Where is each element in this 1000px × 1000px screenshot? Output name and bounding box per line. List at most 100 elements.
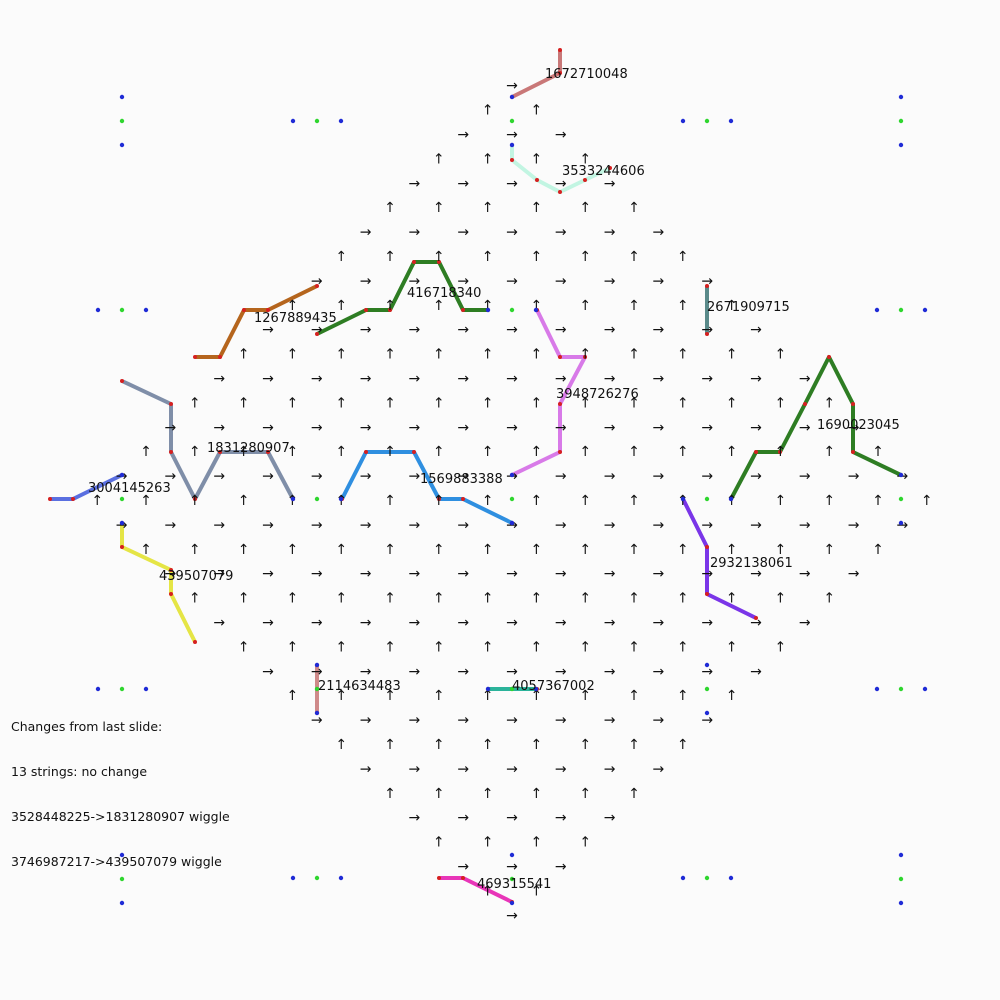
arrow-right-icon: → (457, 371, 469, 387)
arrow-right-icon: → (409, 420, 421, 436)
string-node-dot (558, 190, 562, 194)
arrow-right-icon: → (213, 615, 225, 631)
arrow-up-icon: ↑ (677, 298, 689, 314)
arrow-right-icon: → (360, 371, 372, 387)
arrow-up-icon: ↑ (628, 786, 640, 802)
arrow-up-icon: ↑ (823, 542, 835, 558)
string-path (340, 450, 513, 525)
arrow-right-icon: → (750, 517, 762, 533)
arrow-right-icon: → (555, 322, 567, 338)
arrow-up-icon: ↑ (726, 591, 738, 607)
lattice-dot (509, 876, 515, 882)
lattice-dot (290, 875, 296, 881)
arrow-up-icon: ↑ (726, 688, 738, 704)
lattice-dot (314, 118, 320, 124)
arrow-up-icon: ↑ (482, 591, 494, 607)
arrow-right-icon: → (653, 761, 665, 777)
arrow-up-icon: ↑ (677, 395, 689, 411)
arrow-right-icon: → (604, 273, 616, 289)
arrow-up-icon: ↑ (335, 639, 347, 655)
arrow-up-icon: ↑ (628, 542, 640, 558)
arrow-up-icon: ↑ (579, 347, 591, 363)
arrow-right-icon: → (262, 517, 274, 533)
arrow-right-icon: → (213, 517, 225, 533)
string-node-dot (71, 497, 75, 501)
arrow-right-icon: → (555, 859, 567, 875)
arrow-right-icon: → (457, 420, 469, 436)
lattice-dot (143, 307, 149, 313)
arrow-right-icon: → (653, 371, 665, 387)
arrow-right-icon: → (457, 127, 469, 143)
arrow-up-icon: ↑ (91, 493, 103, 509)
arrow-up-icon: ↑ (335, 444, 347, 460)
arrow-up-icon: ↑ (482, 151, 494, 167)
arrow-up-icon: ↑ (384, 591, 396, 607)
arrow-right-icon: → (360, 615, 372, 631)
arrow-right-icon: → (311, 371, 323, 387)
lattice-dot (704, 118, 710, 124)
arrow-right-icon: → (799, 615, 811, 631)
arrow-right-icon: → (409, 810, 421, 826)
arrow-up-icon: ↑ (579, 151, 591, 167)
arrow-right-icon: → (897, 517, 909, 533)
arrow-up-icon: ↑ (531, 591, 543, 607)
arrow-up-icon: ↑ (384, 395, 396, 411)
arrow-up-icon: ↑ (579, 688, 591, 704)
string-node-dot (120, 379, 124, 383)
arrow-up-icon: ↑ (482, 444, 494, 460)
arrow-up-icon: ↑ (872, 493, 884, 509)
arrow-right-icon: → (555, 225, 567, 241)
arrow-right-icon: → (604, 176, 616, 192)
arrow-right-icon: → (701, 420, 713, 436)
lattice-dot (680, 118, 686, 124)
arrow-up-icon: ↑ (775, 395, 787, 411)
arrow-right-icon: → (848, 517, 860, 533)
arrow-right-icon: → (555, 273, 567, 289)
lattice-dot (119, 496, 125, 502)
arrow-up-icon: ↑ (579, 395, 591, 411)
arrow-right-icon: → (506, 761, 518, 777)
string-node-dot (851, 450, 855, 454)
arrow-right-icon: → (213, 420, 225, 436)
arrow-right-icon: → (457, 664, 469, 680)
changes-line: 3746987217->439507079 wiggle (11, 854, 222, 869)
changes-line: 3528448225->1831280907 wiggle (11, 809, 230, 824)
arrow-up-icon: ↑ (482, 395, 494, 411)
string-id-label: 4057367002 (512, 679, 595, 694)
arrow-up-icon: ↑ (238, 444, 250, 460)
lattice-dot (509, 94, 515, 100)
arrow-right-icon: → (262, 322, 274, 338)
arrow-right-icon: → (653, 420, 665, 436)
arrow-up-icon: ↑ (775, 591, 787, 607)
lattice-dot (509, 686, 515, 692)
string-node-dot (558, 71, 562, 75)
lattice-dot (338, 118, 344, 124)
string-node-dot (266, 450, 270, 454)
arrow-up-icon: ↑ (775, 493, 787, 509)
arrow-right-icon: → (311, 664, 323, 680)
arrow-right-icon: → (409, 176, 421, 192)
arrow-up-icon: ↑ (531, 786, 543, 802)
lattice-dot (509, 142, 515, 148)
arrow-right-icon: → (506, 225, 518, 241)
dots-layer (95, 94, 928, 906)
arrow-right-icon: → (604, 810, 616, 826)
string-node-dot (266, 308, 270, 312)
arrow-up-icon: ↑ (531, 347, 543, 363)
lattice-dot (485, 307, 491, 313)
lattice-dot (290, 118, 296, 124)
arrow-right-icon: → (457, 615, 469, 631)
lattice-dot (338, 496, 344, 502)
arrow-right-icon: → (701, 566, 713, 582)
arrow-right-icon: → (701, 713, 713, 729)
arrow-up-icon: ↑ (531, 249, 543, 265)
arrow-right-icon: → (262, 615, 274, 631)
arrow-up-icon: ↑ (872, 444, 884, 460)
arrow-up-icon: ↑ (677, 591, 689, 607)
arrow-right-icon: → (750, 371, 762, 387)
string-node-dot (48, 497, 52, 501)
arrow-right-icon: → (506, 322, 518, 338)
lattice-dot (485, 686, 491, 692)
arrow-right-icon: → (457, 176, 469, 192)
string-node-dot (461, 876, 465, 880)
